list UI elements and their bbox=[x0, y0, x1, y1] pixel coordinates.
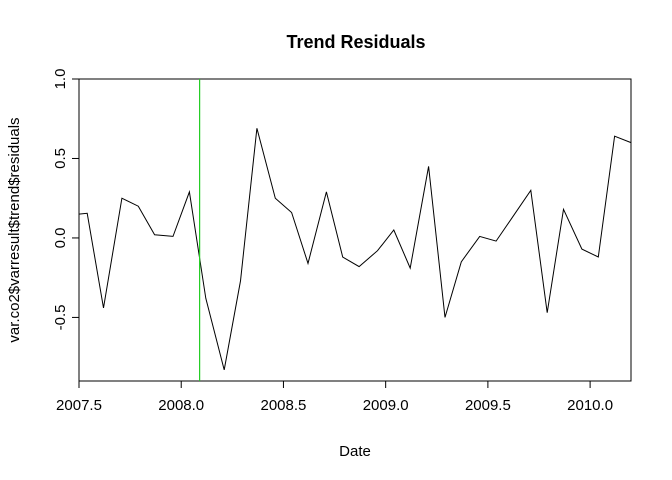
x-axis: 2007.5 2008.0 2008.5 2009.0 2009.5 2010.0 bbox=[56, 381, 613, 414]
y-tick-label: 1.0 bbox=[52, 69, 69, 90]
x-tick-label: 2007.5 bbox=[56, 397, 102, 414]
x-tick-label: 2009.5 bbox=[465, 397, 511, 414]
y-tick-label: 0.5 bbox=[52, 148, 69, 169]
y-tick-label: 0.0 bbox=[52, 228, 69, 249]
x-tick-label: 2010.0 bbox=[567, 397, 613, 414]
x-tick-label: 2008.5 bbox=[260, 397, 306, 414]
plot-marks bbox=[78, 79, 632, 381]
y-axis: -0.5 0.0 0.5 1.0 bbox=[52, 69, 79, 330]
y-axis-label: var.co2$varresult$trend$residuals bbox=[6, 117, 23, 342]
chart-title: Trend Residuals bbox=[286, 32, 425, 52]
x-axis-label: Date bbox=[339, 443, 371, 460]
series-line bbox=[78, 128, 632, 371]
x-tick-label: 2009.0 bbox=[363, 397, 409, 414]
plot-frame bbox=[78, 78, 632, 382]
x-tick-label: 2008.0 bbox=[158, 397, 204, 414]
y-tick-label: -0.5 bbox=[52, 304, 69, 330]
